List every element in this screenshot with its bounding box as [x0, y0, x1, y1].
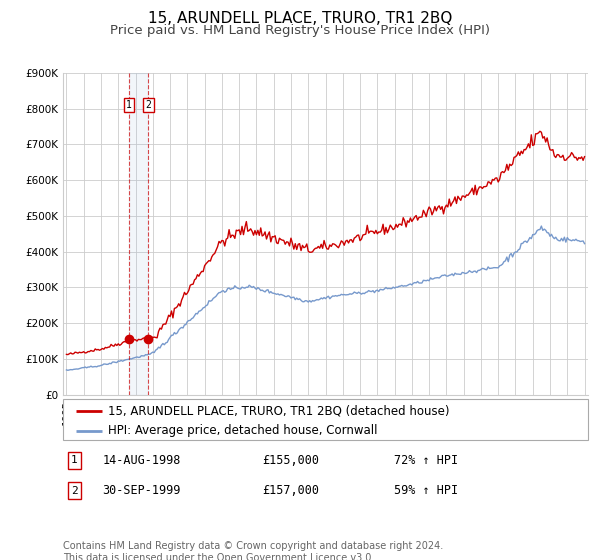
Text: Price paid vs. HM Land Registry's House Price Index (HPI): Price paid vs. HM Land Registry's House … [110, 24, 490, 36]
Text: 2: 2 [146, 100, 151, 110]
Text: £155,000: £155,000 [263, 454, 320, 467]
Text: 1: 1 [71, 455, 78, 465]
Text: 14-AUG-1998: 14-AUG-1998 [103, 454, 181, 467]
Text: HPI: Average price, detached house, Cornwall: HPI: Average price, detached house, Corn… [107, 424, 377, 437]
Text: 59% ↑ HPI: 59% ↑ HPI [394, 484, 458, 497]
Text: 15, ARUNDELL PLACE, TRURO, TR1 2BQ: 15, ARUNDELL PLACE, TRURO, TR1 2BQ [148, 11, 452, 26]
Text: 30-SEP-1999: 30-SEP-1999 [103, 484, 181, 497]
Text: 72% ↑ HPI: 72% ↑ HPI [394, 454, 458, 467]
Text: 2: 2 [71, 486, 78, 496]
FancyBboxPatch shape [63, 399, 588, 440]
Bar [129, 73, 148, 395]
Text: Contains HM Land Registry data © Crown copyright and database right 2024.
This d: Contains HM Land Registry data © Crown c… [63, 541, 443, 560]
Text: £157,000: £157,000 [263, 484, 320, 497]
Text: 15, ARUNDELL PLACE, TRURO, TR1 2BQ (detached house): 15, ARUNDELL PLACE, TRURO, TR1 2BQ (deta… [107, 404, 449, 417]
Text: 1: 1 [126, 100, 132, 110]
